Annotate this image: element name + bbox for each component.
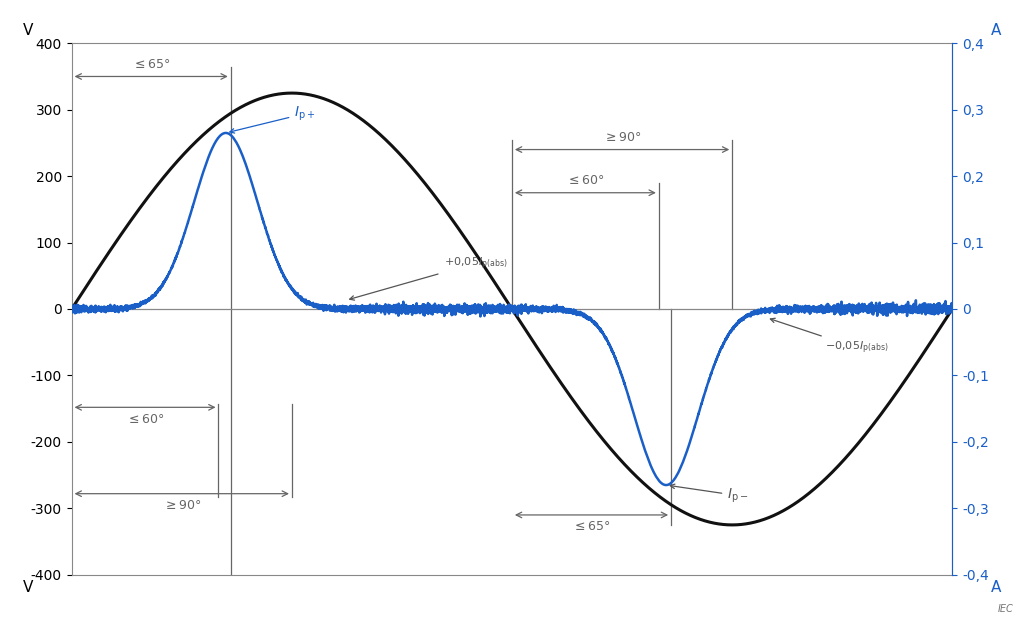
Text: $I_{\mathrm{p-}}$: $I_{\mathrm{p-}}$	[671, 484, 749, 505]
Text: $\geq$90°: $\geq$90°	[603, 131, 641, 144]
Text: $+0{,}05I_{\mathrm{p(abs)}}$: $+0{,}05I_{\mathrm{p(abs)}}$	[349, 255, 507, 300]
Text: $\leq$65°: $\leq$65°	[132, 58, 170, 71]
Text: $\leq$65°: $\leq$65°	[572, 520, 610, 533]
Text: V: V	[24, 580, 34, 595]
Text: A: A	[990, 23, 1000, 38]
Text: $-0{,}05I_{\mathrm{p(abs)}}$: $-0{,}05I_{\mathrm{p(abs)}}$	[770, 318, 889, 356]
Text: $I_{\mathrm{p+}}$: $I_{\mathrm{p+}}$	[229, 104, 315, 133]
Text: $\leq$60°: $\leq$60°	[566, 174, 604, 187]
Text: V: V	[24, 23, 34, 38]
Text: $\geq$90°: $\geq$90°	[163, 499, 201, 512]
Text: IEC: IEC	[998, 604, 1014, 614]
Text: $\leq$60°: $\leq$60°	[126, 413, 164, 426]
Text: A: A	[990, 580, 1000, 595]
